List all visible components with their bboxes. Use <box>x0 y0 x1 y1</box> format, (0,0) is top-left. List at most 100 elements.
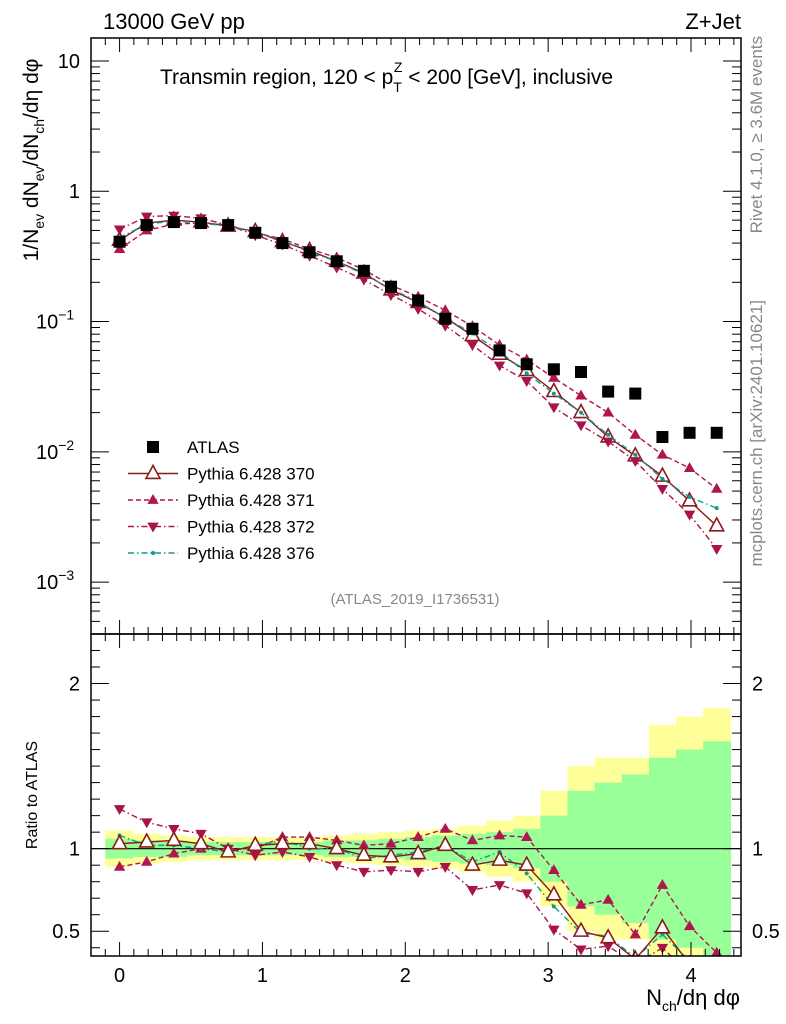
ratio-marker-pythia-6-428-372 <box>358 867 370 878</box>
ratio-marker-pythia-6-428-370 <box>274 833 291 850</box>
header-left: 13000 GeV pp <box>103 9 245 34</box>
ratio-y-tick-label-right: 2 <box>752 674 763 696</box>
main-marker-pythia-6-428-372 <box>358 275 370 286</box>
y-tick-label: 10−3 <box>36 567 74 594</box>
x-tick-label: 2 <box>400 965 411 987</box>
main-marker-atlas <box>710 426 723 439</box>
main-marker-atlas <box>683 426 696 439</box>
ratio-marker-pythia-6-428-372 <box>303 853 316 863</box>
legend-marker-pythia-6-428-371 <box>147 494 159 504</box>
ratio-marker-pythia-6-428-371 <box>113 860 126 871</box>
ratio-marker-pythia-6-428-370 <box>491 850 508 866</box>
ratio-marker-pythia-6-428-370 <box>518 855 536 871</box>
main-marker-pythia-6-428-372 <box>548 403 560 414</box>
main-marker-pythia-6-428-376 <box>660 476 665 481</box>
main-marker-pythia-6-428-371 <box>548 371 560 382</box>
ratio-marker-pythia-6-428-370 <box>464 855 481 871</box>
legend-marker-pythia-6-428-370 <box>144 463 162 480</box>
ratio-marker-pythia-6-428-370 <box>219 842 237 858</box>
ratio-marker-pythia-6-428-371 <box>466 834 479 845</box>
main-marker-atlas <box>656 431 669 444</box>
legend-label-pythia-6-428-370: Pythia 6.428 370 <box>187 465 315 484</box>
ratio-marker-pythia-6-428-372 <box>493 881 506 891</box>
y-tick-base: 10 <box>36 312 58 334</box>
ratio-marker-pythia-6-428-372 <box>385 866 397 877</box>
ratio-series-group <box>111 805 723 970</box>
ratio-marker-pythia-6-428-371 <box>439 822 451 833</box>
main-marker-pythia-6-428-372 <box>575 421 587 432</box>
y-tick-exponent: −1 <box>58 307 74 323</box>
main-marker-atlas <box>547 363 560 376</box>
main-marker-atlas <box>493 344 506 357</box>
legend-marker-pythia-6-428-376 <box>151 551 155 555</box>
ratio-y-tick-label: 1 <box>69 839 80 861</box>
main-marker-atlas <box>439 312 452 325</box>
ratio-marker-pythia-6-428-376 <box>524 871 529 876</box>
mcplots-reference-label: mcplots.cern.ch [arXiv:2401.10621] <box>747 300 766 566</box>
y-tick-exponent: −2 <box>58 437 74 453</box>
main-marker-atlas <box>167 216 180 229</box>
main-marker-pythia-6-428-371 <box>629 428 641 439</box>
analysis-id-watermark: (ATLAS_2019_I1736531) <box>330 591 499 608</box>
main-marker-pythia-6-428-372 <box>412 305 424 315</box>
main-marker-pythia-6-428-372 <box>602 437 614 448</box>
main-series-group <box>111 210 726 555</box>
ratio-marker-pythia-6-428-372 <box>412 867 424 878</box>
main-marker-pythia-6-428-372 <box>711 544 723 555</box>
ratio-y-tick-label-right: 0.5 <box>752 921 780 943</box>
header-right: Z+Jet <box>685 9 741 34</box>
ratio-marker-pythia-6-428-372 <box>249 851 261 862</box>
main-marker-pythia-6-428-371 <box>575 389 587 400</box>
y-tick-label: 1 <box>69 181 80 203</box>
ratio-marker-pythia-6-428-370 <box>192 833 210 850</box>
ratio-marker-pythia-6-428-371 <box>683 920 696 931</box>
main-marker-pythia-6-428-372 <box>629 457 641 468</box>
ratio-marker-pythia-6-428-372 <box>113 805 126 816</box>
main-line-pythia-6-428-371 <box>119 222 718 490</box>
ratio-marker-pythia-6-428-371 <box>141 855 153 866</box>
main-marker-pythia-6-428-371 <box>113 243 126 253</box>
main-marker-pythia-6-428-376 <box>687 495 692 500</box>
ratio-marker-pythia-6-428-372 <box>276 848 289 858</box>
main-marker-atlas <box>357 264 370 277</box>
main-marker-pythia-6-428-376 <box>633 452 638 457</box>
ratio-marker-pythia-6-428-370 <box>328 838 346 855</box>
ratio-marker-pythia-6-428-376 <box>688 959 692 963</box>
ratio-marker-pythia-6-428-371 <box>602 893 614 904</box>
ratio-marker-pythia-6-428-370 <box>382 847 400 863</box>
ratio-marker-pythia-6-428-372 <box>630 960 641 970</box>
main-marker-atlas <box>629 387 642 400</box>
x-tick-label: 3 <box>543 965 554 987</box>
ratio-marker-pythia-6-428-371 <box>358 839 370 850</box>
main-marker-atlas <box>222 219 235 232</box>
main-marker-pythia-6-428-372 <box>521 377 533 387</box>
rivet-version-label: Rivet 4.1.0, ≥ 3.6M events <box>747 36 766 233</box>
legend: ATLAS Pythia 6.428 370 Pythia 6.428 371 Pyt… <box>128 438 315 563</box>
legend-label-pythia-6-428-376: Pythia 6.428 376 <box>187 544 315 563</box>
ratio-y-tick-label: 0.5 <box>52 921 80 943</box>
ratio-marker-pythia-6-428-371 <box>385 837 397 848</box>
ratio-marker-pythia-6-428-370 <box>436 835 454 852</box>
main-marker-pythia-6-428-372 <box>683 510 696 521</box>
main-marker-pythia-6-428-372 <box>466 341 479 352</box>
main-title: Transmin region, 120 < pTZ < 200 [GeV], … <box>160 59 613 95</box>
main-marker-atlas <box>113 235 126 248</box>
main-marker-atlas <box>385 280 397 293</box>
main-marker-atlas <box>249 226 262 239</box>
main-marker-pythia-6-428-372 <box>113 225 126 236</box>
ratio-marker-pythia-6-428-370 <box>165 830 183 847</box>
main-marker-pythia-6-428-371 <box>602 406 614 417</box>
main-marker-pythia-6-428-371 <box>656 448 669 459</box>
x-tick-label: 4 <box>685 965 696 987</box>
ratio-marker-pythia-6-428-372 <box>575 945 587 956</box>
ratio-marker-pythia-6-428-371 <box>629 928 641 939</box>
ratio-marker-pythia-6-428-371 <box>656 878 669 889</box>
ratio-y-axis-label: Ratio to ATLAS <box>24 741 41 849</box>
main-marker-atlas <box>303 246 316 259</box>
ratio-marker-pythia-6-428-372 <box>602 942 614 953</box>
y-tick-label: 10−2 <box>36 437 74 464</box>
main-marker-pythia-6-428-371 <box>439 304 451 315</box>
ratio-marker-pythia-6-428-370 <box>301 833 318 850</box>
legend-marker-atlas <box>147 441 159 453</box>
